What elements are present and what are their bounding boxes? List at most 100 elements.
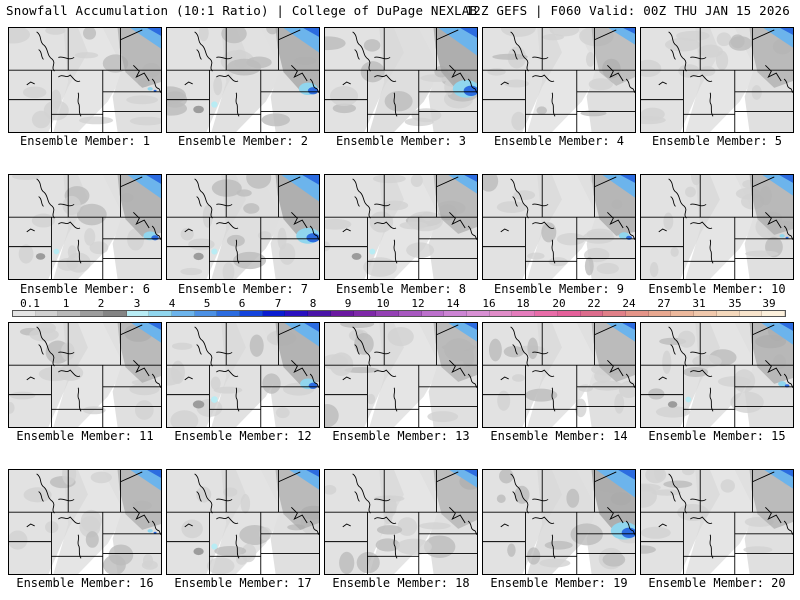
legend-tick-label: 7: [274, 297, 282, 310]
legend-color-swatch: [353, 311, 377, 316]
legend-tick-label: 1: [62, 297, 70, 310]
ensemble-member-map: [166, 27, 320, 133]
legend-color-swatch: [171, 311, 195, 316]
ensemble-member-label: Ensemble Member: 12: [174, 429, 312, 443]
legend-color-swatch: [739, 311, 763, 316]
legend-color-swatch: [308, 311, 331, 316]
legend-tick-label: 35: [728, 297, 742, 310]
legend-tick-label: 2: [97, 297, 105, 310]
legend-color-swatch: [557, 311, 581, 316]
ensemble-member-label: Ensemble Member: 6: [19, 282, 151, 296]
legend-color-swatch: [13, 311, 36, 316]
ensemble-member-label: Ensemble Member: 19: [490, 576, 628, 590]
legend-tick-label: 0.1: [20, 297, 40, 310]
legend-color-swatch: [398, 311, 422, 316]
legend-color-swatch: [512, 311, 536, 316]
ensemble-member-map: [8, 174, 162, 280]
legend-color-swatch: [467, 311, 490, 316]
legend-color-swatch: [762, 311, 785, 316]
map-title: Snowfall Accumulation (10:1 Ratio) | Col…: [6, 3, 478, 18]
legend-color-swatch: [535, 311, 558, 316]
ensemble-member-label: Ensemble Member: 16: [16, 576, 154, 590]
legend-color-swatch: [603, 311, 626, 316]
ensemble-member-label: Ensemble Member: 1: [19, 134, 151, 148]
legend-color-swatch: [194, 311, 218, 316]
legend-tick-label: 8: [309, 297, 317, 310]
ensemble-member-label: Ensemble Member: 3: [335, 134, 467, 148]
ensemble-member-label: Ensemble Member: 2: [177, 134, 309, 148]
ensemble-member-label: Ensemble Member: 8: [335, 282, 467, 296]
legend-color-swatch: [285, 311, 309, 316]
ensemble-member-map: [640, 322, 794, 428]
ensemble-member-map: [324, 27, 478, 133]
ensemble-member-label: Ensemble Member: 14: [490, 429, 628, 443]
ensemble-member-map: [8, 322, 162, 428]
legend-color-swatch: [58, 311, 82, 316]
ensemble-member-map: [324, 322, 478, 428]
ensemble-member-map: [640, 174, 794, 280]
legend-labels: 0.1 1 2 3 4 5 6 7 8 9 10 12 14 16 18 20 22 24 27 31 35 39: [0, 297, 800, 310]
ensemble-member-map: [482, 469, 636, 575]
legend-tick-label: 5: [203, 297, 211, 310]
legend-color-swatch: [716, 311, 740, 316]
ensemble-member-label: Ensemble Member: 5: [651, 134, 783, 148]
legend-color-swatch: [35, 311, 59, 316]
ensemble-member-label: Ensemble Member: 4: [493, 134, 625, 148]
legend-color-swatch: [671, 311, 695, 316]
legend-color-swatch: [126, 311, 150, 316]
legend-tick-label: 31: [692, 297, 706, 310]
legend-color-swatch: [81, 311, 104, 316]
legend-tick-label: 6: [238, 297, 246, 310]
ensemble-member-label: Ensemble Member: 11: [16, 429, 154, 443]
ensemble-member-label: Ensemble Member: 13: [332, 429, 470, 443]
ensemble-member-map: [166, 469, 320, 575]
legend-tick-label: 12: [411, 297, 425, 310]
legend-tick-label: 10: [376, 297, 390, 310]
run-valid-time: 12Z GEFS | F060 Valid: 00Z THU JAN 15 20…: [465, 3, 790, 18]
ensemble-member-label: Ensemble Member: 10: [648, 282, 786, 296]
ensemble-member-map: [640, 469, 794, 575]
legend-color-swatch: [103, 311, 127, 316]
legend-tick-label: 24: [622, 297, 636, 310]
ensemble-member-map: [8, 27, 162, 133]
legend-color-swatch: [625, 311, 649, 316]
ensemble-member-label: Ensemble Member: 20: [648, 576, 786, 590]
legend-color-swatch: [421, 311, 445, 316]
ensemble-member-label: Ensemble Member: 9: [493, 282, 625, 296]
ensemble-member-label: Ensemble Member: 7: [177, 282, 309, 296]
ensemble-member-map: [482, 322, 636, 428]
ensemble-member-map: [324, 174, 478, 280]
ensemble-member-map: [324, 469, 478, 575]
legend-tick-label: 22: [587, 297, 601, 310]
legend-color-swatch: [444, 311, 468, 316]
legend-color-swatch: [648, 311, 672, 316]
legend-tick-label: 9: [344, 297, 352, 310]
legend-tick-label: 18: [516, 297, 530, 310]
ensemble-member-map: [166, 322, 320, 428]
legend-tick-label: 3: [133, 297, 141, 310]
legend-tick-label: 4: [168, 297, 176, 310]
legend-color-swatch: [694, 311, 717, 316]
ensemble-member-label: Ensemble Member: 17: [174, 576, 312, 590]
ensemble-member-map: [8, 469, 162, 575]
legend-color-swatch: [262, 311, 286, 316]
legend-color-swatch: [580, 311, 604, 316]
ensemble-member-label: Ensemble Member: 15: [648, 429, 786, 443]
ensemble-member-map: [482, 27, 636, 133]
snowfall-color-legend: [12, 310, 786, 317]
legend-color-swatch: [489, 311, 513, 316]
legend-tick-label: 14: [446, 297, 460, 310]
legend-color-swatch: [240, 311, 263, 316]
legend-tick-label: 27: [657, 297, 671, 310]
ensemble-member-label: Ensemble Member: 18: [332, 576, 470, 590]
legend-tick-label: 39: [762, 297, 776, 310]
ensemble-member-map: [482, 174, 636, 280]
legend-color-swatch: [217, 311, 241, 316]
legend-color-swatch: [330, 311, 354, 316]
legend-color-swatch: [376, 311, 399, 316]
ensemble-member-map: [640, 27, 794, 133]
ensemble-member-map: [166, 174, 320, 280]
legend-tick-label: 16: [482, 297, 496, 310]
legend-color-swatch: [149, 311, 172, 316]
legend-tick-label: 20: [552, 297, 566, 310]
